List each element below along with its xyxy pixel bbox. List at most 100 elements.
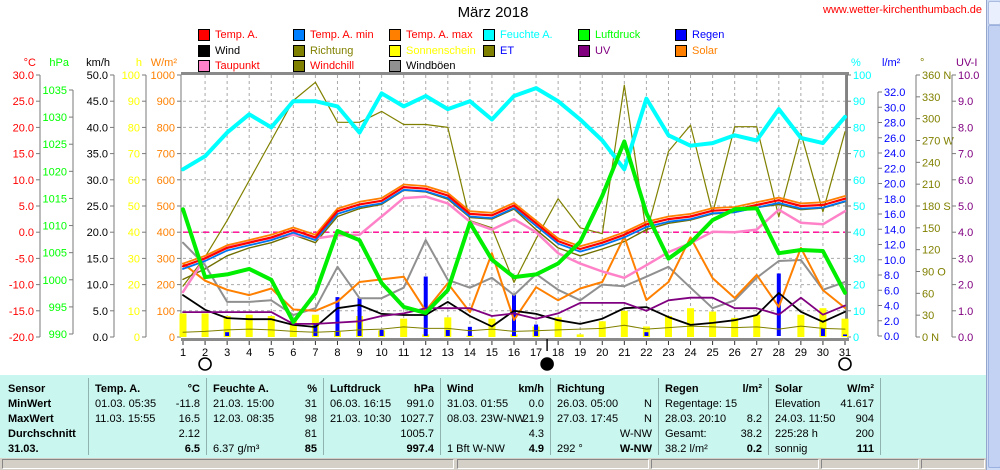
x-day-label: 27	[751, 347, 763, 359]
table-cell-label: Wind	[447, 383, 474, 395]
table-cell-value: 2.12	[178, 428, 200, 440]
bar-sonnenschein	[223, 316, 231, 337]
legend-label: UV	[595, 45, 611, 57]
legend-swatch-icon	[578, 29, 590, 41]
axis-tick-label: 4.0	[884, 301, 899, 313]
axis-tick-label: -15.0	[9, 306, 34, 318]
table-cell-label: 31.03.	[8, 443, 39, 455]
axis-tick-label: 600	[157, 175, 175, 187]
axis-tick-label: 10.0	[958, 70, 979, 82]
x-day-label: 6	[290, 347, 296, 359]
axis-tick-label: 900	[157, 96, 175, 108]
axis-unit-label: hPa	[49, 57, 69, 69]
axis-tick-label: 1035	[43, 85, 67, 97]
legend-item-et: ET	[483, 45, 514, 57]
x-day-label: 16	[508, 347, 520, 359]
axis-tick-label: 2.0	[884, 316, 899, 328]
legend-swatch-icon	[198, 29, 210, 41]
scrollbar-thumb[interactable]	[988, 25, 1000, 468]
x-axis-line	[181, 338, 849, 341]
table-cell-label: Elevation	[775, 398, 821, 410]
table-cell-value: 4.9	[528, 443, 544, 455]
axis-tick-label: 100	[853, 70, 871, 82]
axis-tick-label: 1010	[43, 221, 67, 233]
table-cell-label: Richtung	[557, 383, 605, 395]
axis-tick-label: 100	[122, 70, 140, 82]
x-day-label: 1	[180, 347, 186, 359]
legend-item-solar: Solar	[675, 45, 718, 57]
legend-label: ET	[500, 45, 515, 57]
series-et-line	[182, 324, 846, 333]
table-cell-label: Temp. A.	[95, 383, 141, 395]
axis-tick-label: 10	[853, 306, 865, 318]
table-column-separator	[880, 378, 881, 455]
legend-label: Wind	[215, 45, 241, 57]
table-cell-value: 111	[856, 443, 874, 455]
bar-sonnenschein	[289, 321, 297, 337]
axis-unit-label: °	[920, 57, 924, 69]
table-cell-label: 26.03. 05:00	[557, 398, 619, 410]
axis-lm2: 32.0 30.0 28.0 26.0 24.0 22.0 20.0 18.0 16.0 14.0…	[877, 57, 905, 343]
series-wind-line	[182, 292, 846, 328]
bar-sonnenschein	[753, 314, 761, 337]
full-moon-icon	[198, 357, 212, 371]
legend-swatch-icon	[675, 29, 687, 41]
axis-tick-label: 800	[157, 122, 175, 134]
table-cell-value: 1027.7	[400, 413, 434, 425]
bar-sonnenschein	[245, 314, 253, 337]
table-cell-value: 6.5	[184, 443, 200, 455]
table-cell-value: N	[644, 398, 652, 410]
x-day-label: 3	[224, 347, 230, 359]
axis-tick-label: 35.0	[87, 149, 108, 161]
table-column-separator	[323, 378, 324, 455]
axis-tick-label: 28.0	[884, 118, 905, 130]
axis-tick-label: 25.0	[13, 96, 34, 108]
bar-sonnenschein	[201, 313, 209, 337]
table-cell-value: 81	[304, 428, 317, 440]
vertical-scrollbar[interactable]	[986, 0, 1000, 470]
x-day-label: 30	[817, 347, 829, 359]
status-bar	[0, 458, 986, 470]
bar-regen	[423, 276, 428, 336]
scrollbar-top-button[interactable]	[988, 1, 1000, 25]
bar-sonnenschein	[709, 311, 717, 337]
axis-tick-label: 7.0	[958, 149, 973, 161]
legend-item-sonnenschein: Sonnenschein	[389, 45, 476, 57]
table-cell-label: 6.37 g/m³	[213, 443, 260, 455]
legend-item-richtung: Richtung	[293, 45, 353, 57]
axis-tick-label: 0	[169, 332, 175, 344]
table-cell-label: 08.03. 23W-NW	[447, 413, 526, 425]
x-day-label: 28	[773, 347, 785, 359]
axis-tick-label: 40.0	[87, 122, 108, 134]
axis-tick-label: 1020	[43, 166, 67, 178]
legend-item-regen: Regen	[675, 29, 724, 41]
axis-tick-label: 100	[157, 306, 175, 318]
axis-tick-label: 30	[922, 310, 934, 322]
table-cell-label: MinWert	[8, 398, 52, 410]
website-link[interactable]: www.wetter-kirchenthumbach.de	[823, 4, 982, 16]
series-windboeen-line	[182, 239, 846, 316]
axis-tick-label: 1030	[43, 112, 67, 124]
axis-tick-label: -5.0	[15, 253, 34, 265]
bar-regen	[820, 328, 825, 336]
legend-label: Temp. A. max	[406, 29, 473, 41]
table-cell-label: 12.03. 08:35	[213, 413, 275, 425]
axis-tick-label: 0	[853, 332, 859, 344]
axis-tick-label: 1005	[43, 248, 67, 260]
table-cell-value: %	[307, 383, 317, 395]
axis-tick-label: 10.0	[87, 280, 108, 292]
axis-unit-label: W/m²	[151, 57, 178, 69]
axis-tick-label: 5.0	[958, 201, 973, 213]
x-day-label: 14	[464, 347, 476, 359]
legend-label: Regen	[692, 29, 725, 41]
axis-tick-label: 0.0	[19, 227, 34, 239]
axis-tick-label: 12.0	[884, 240, 905, 252]
table-cell-value: 8.2	[746, 413, 762, 425]
axis-tick-label: 20	[128, 280, 140, 292]
axis-tick-label: 10.0	[13, 175, 34, 187]
legend-swatch-icon	[675, 45, 687, 57]
axis-tick-label: 40	[853, 227, 865, 239]
status-bar-segment	[2, 459, 454, 469]
legend-label: Windböen	[406, 60, 456, 72]
